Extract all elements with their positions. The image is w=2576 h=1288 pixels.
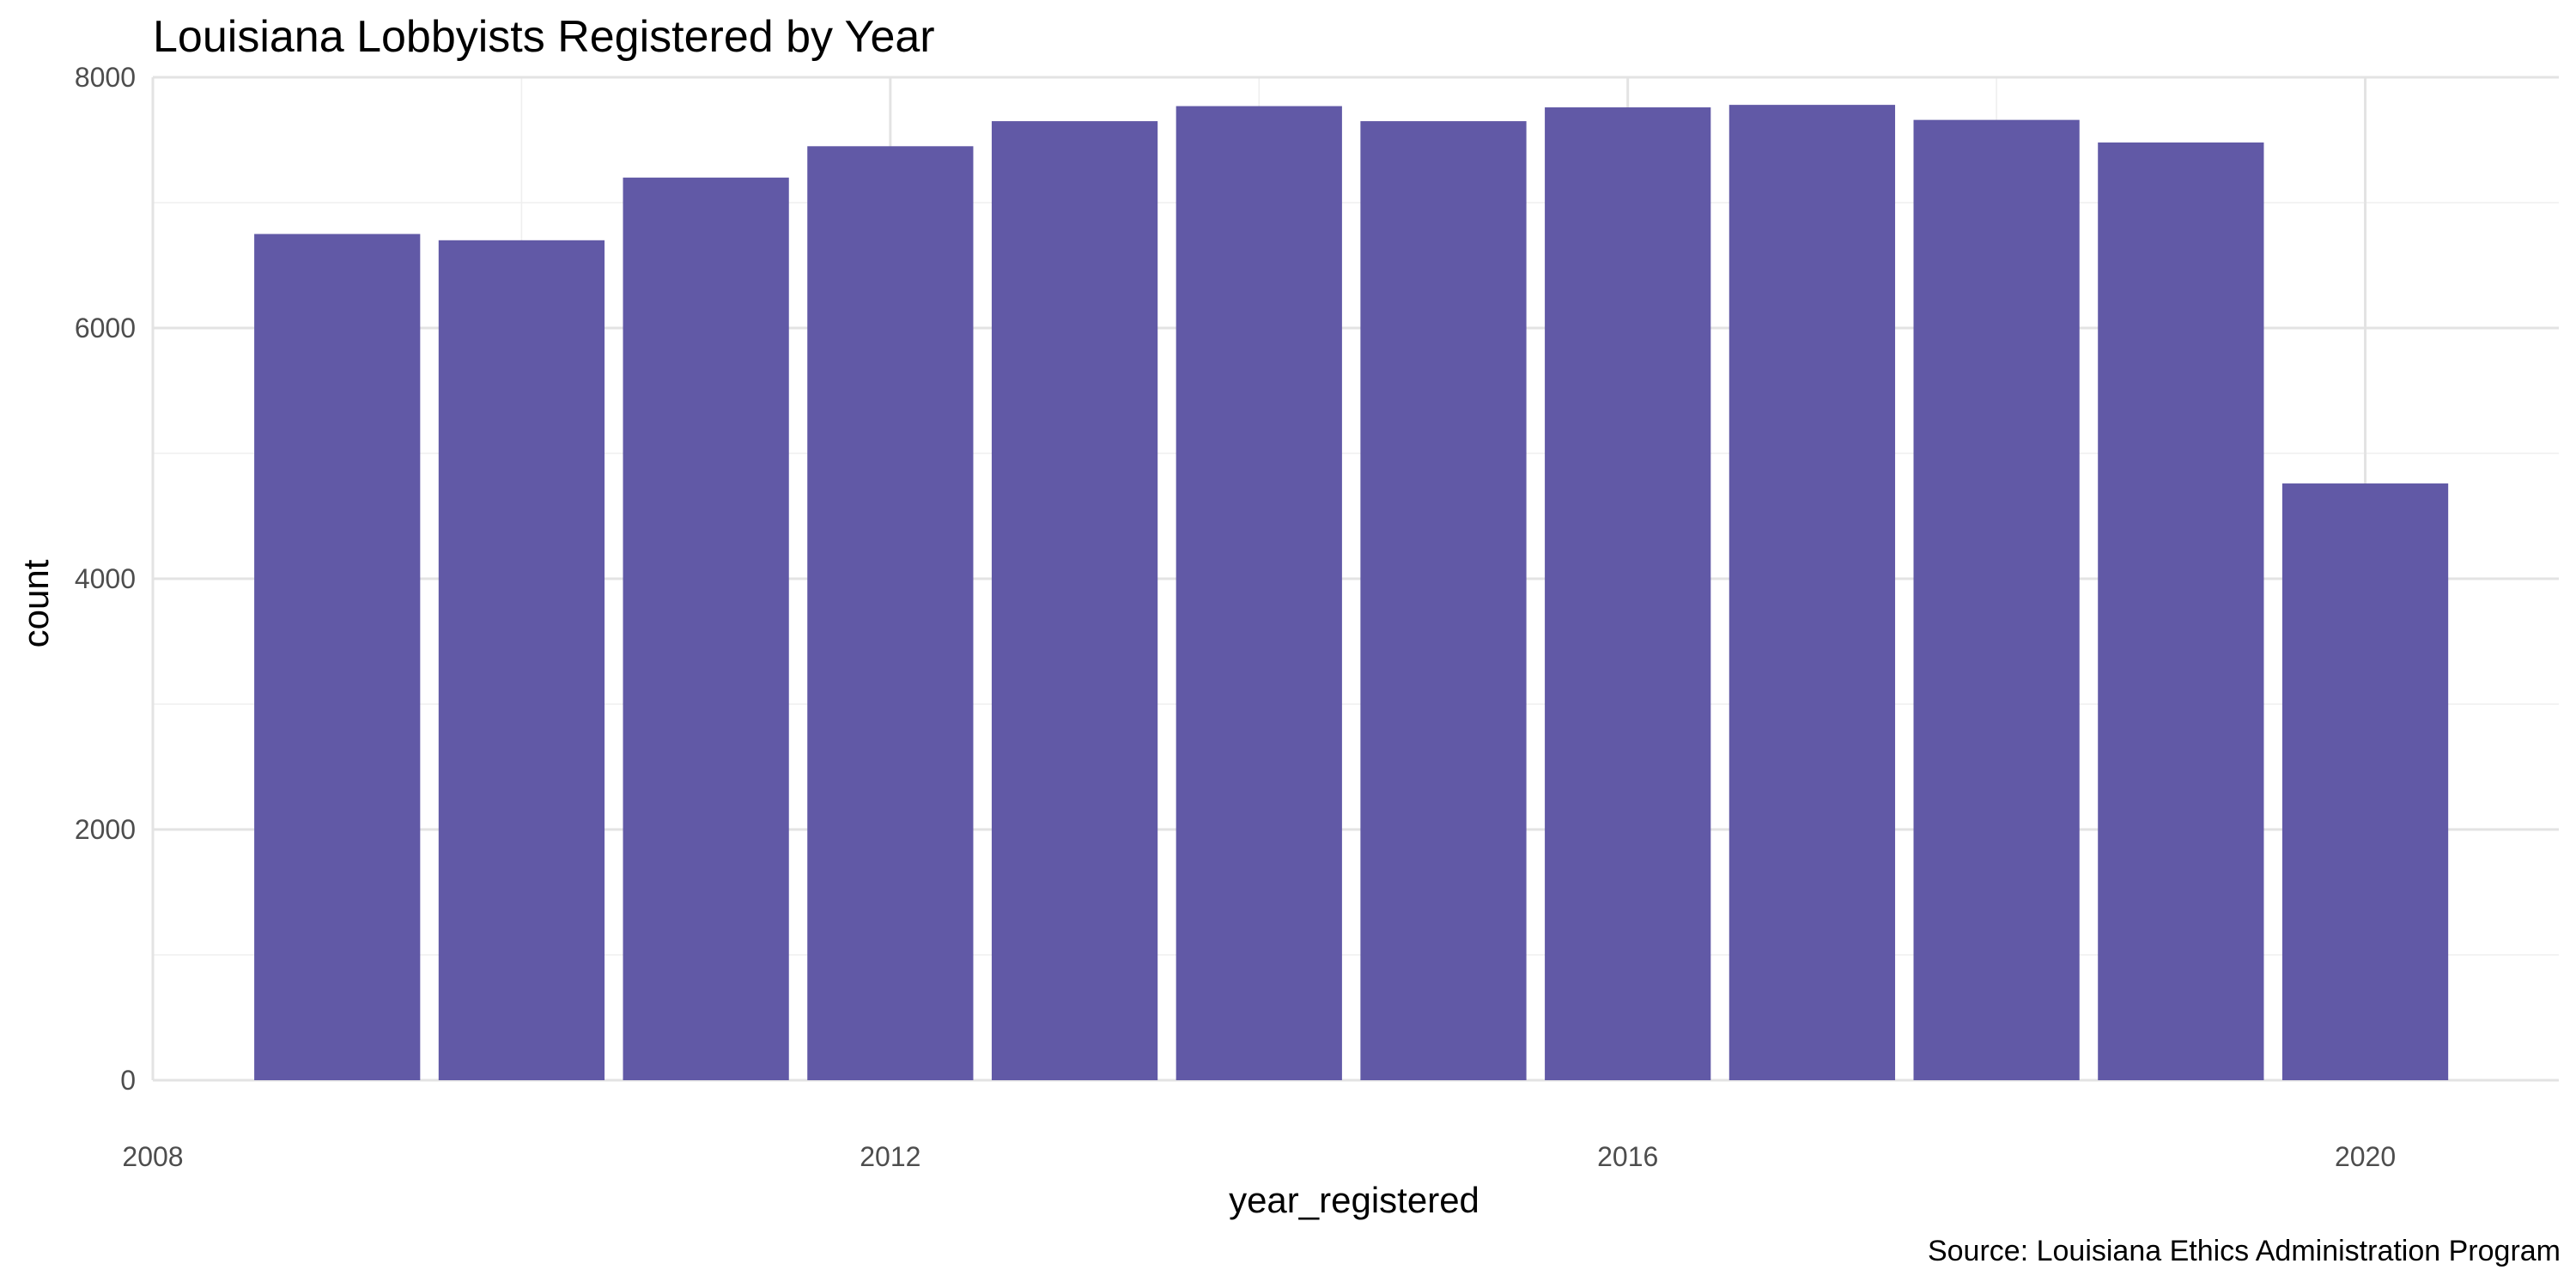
x-axis-tick-labels: 2008 2012 2016 2020 bbox=[122, 1141, 2396, 1172]
y-tick-label: 8000 bbox=[75, 62, 136, 93]
x-tick-label: 2016 bbox=[1597, 1141, 1658, 1172]
x-tick-label: 2020 bbox=[2335, 1141, 2396, 1172]
bar-2017: 2017: 7780 bbox=[1728, 105, 1896, 1081]
y-axis-tick-labels: 0 2000 4000 6000 8000 bbox=[75, 62, 136, 1096]
bar-2020: 2020: 4760 bbox=[2281, 483, 2449, 1080]
x-tick-label: 2012 bbox=[860, 1141, 920, 1172]
source-caption: Source: Louisiana Ethics Administration … bbox=[1928, 1235, 2561, 1267]
bar-2019: 2019: 7480 bbox=[2098, 142, 2264, 1080]
chart-title: Louisiana Lobbyists Registered by Year bbox=[153, 12, 935, 62]
bar-2018: 2018: 7660 bbox=[1913, 119, 2080, 1080]
bar-2014: 2014: 7770 bbox=[1176, 106, 1342, 1081]
bar-2009: 2009: 6750 bbox=[254, 234, 421, 1080]
bars: 2009: 67502010: 67002011: 72002012: 7450… bbox=[254, 105, 2449, 1081]
y-tick-label: 6000 bbox=[75, 313, 136, 343]
bar-2015: 2015: 7650 bbox=[1360, 121, 1527, 1081]
bar-2016: 2016: 7760 bbox=[1545, 107, 1711, 1080]
y-axis-title: count bbox=[15, 559, 56, 647]
bar-2012: 2012: 7450 bbox=[807, 146, 974, 1080]
bar-2011: 2011: 7200 bbox=[623, 177, 789, 1080]
x-axis-title: year_registered bbox=[1229, 1180, 1479, 1220]
y-tick-label: 2000 bbox=[75, 814, 136, 845]
x-tick-label: 2008 bbox=[122, 1141, 183, 1172]
y-tick-label: 4000 bbox=[75, 563, 136, 594]
y-tick-label: 0 bbox=[120, 1065, 136, 1096]
bar-2013: 2013: 7650 bbox=[991, 121, 1158, 1081]
bar-2010: 2010: 6700 bbox=[438, 240, 605, 1080]
